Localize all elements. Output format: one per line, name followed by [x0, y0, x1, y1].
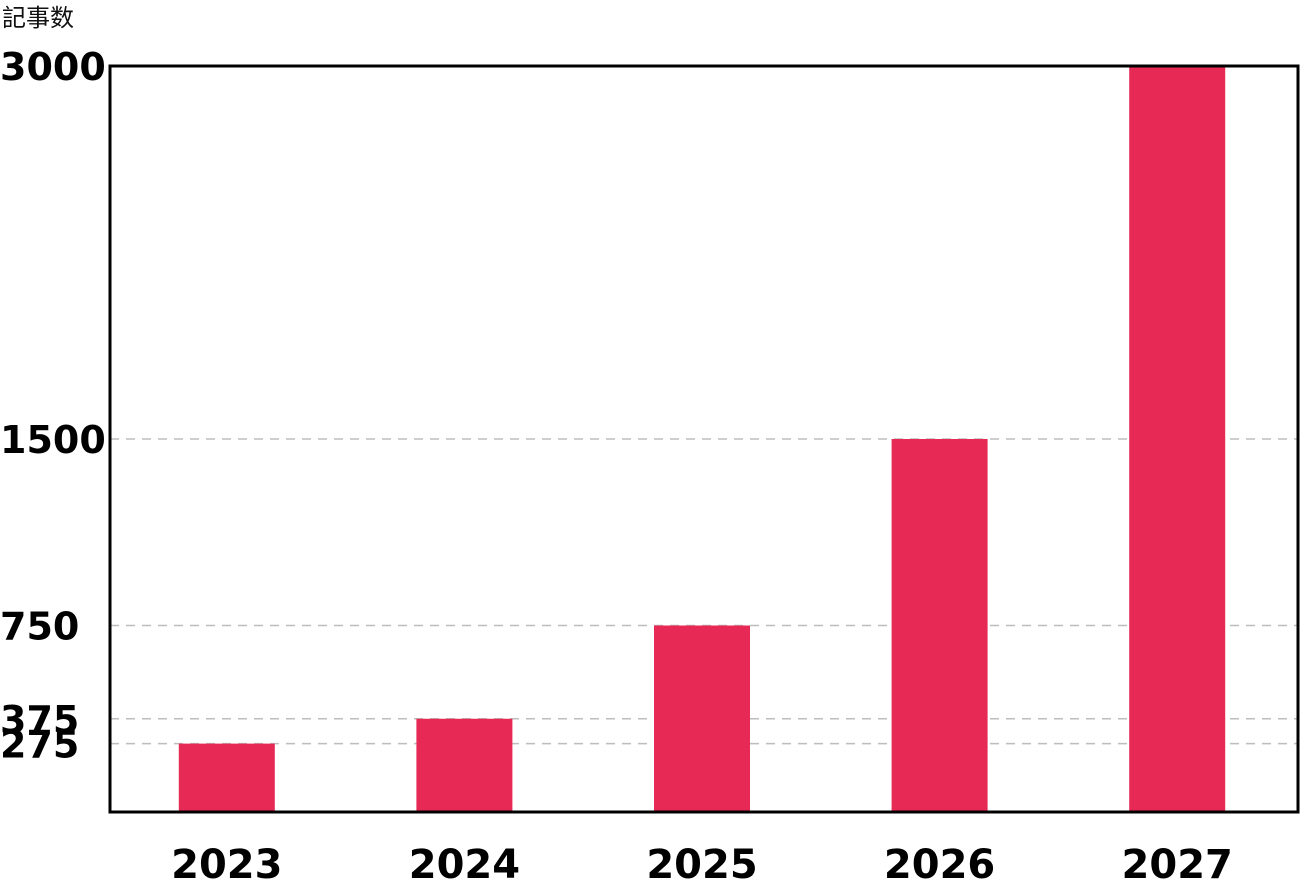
x-tick-label: 2025 — [646, 842, 757, 881]
y-axis-label: 記事数 — [2, 4, 74, 32]
bar — [178, 743, 275, 812]
plot-area-frame — [108, 64, 1300, 814]
x-axis-ticks: 2023 2024 2025 2026 2027 — [171, 842, 1233, 881]
x-tick-label: 2024 — [409, 842, 520, 881]
bars — [178, 66, 1226, 812]
y-tick-label: 275 — [0, 723, 79, 767]
x-tick-label: 2026 — [884, 842, 995, 881]
y-tick-label: 3000 — [0, 45, 106, 89]
bar — [654, 625, 750, 812]
bar — [416, 718, 513, 812]
bar — [1129, 66, 1226, 812]
bar — [891, 439, 988, 812]
x-tick-label: 2027 — [1122, 842, 1233, 881]
y-tick-label: 750 — [0, 605, 79, 649]
y-tick-label: 1500 — [0, 418, 106, 462]
y-tick-label: 375 — [0, 698, 79, 742]
x-tick-label: 2023 — [171, 842, 282, 881]
